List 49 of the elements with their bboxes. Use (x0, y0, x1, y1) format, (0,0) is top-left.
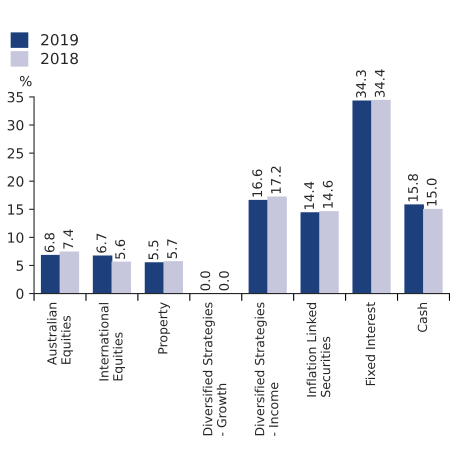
data-label: 34.4 (374, 69, 385, 98)
y-tick-label: 30 (8, 120, 24, 130)
bar (163, 261, 183, 294)
data-label: 15.0 (426, 178, 437, 206)
data-label: 5.6 (115, 240, 126, 259)
x-tick-label: Diversified Strategies - Income (254, 302, 278, 436)
bar (319, 211, 339, 294)
x-tick-label: Diversified Strategies - Growth (202, 302, 226, 436)
data-label: 34.3 (356, 70, 366, 98)
data-label: 6.7 (96, 234, 106, 253)
bar (112, 262, 132, 294)
bar (248, 200, 268, 294)
data-label: 0.0 (200, 271, 210, 290)
bar (267, 196, 287, 294)
x-tick-label: Australian Equities (46, 302, 74, 365)
data-label: 16.6 (252, 170, 262, 197)
data-label: 7.4 (63, 229, 73, 249)
y-tick-label: 0 (16, 288, 24, 300)
data-label: 5.5 (148, 240, 158, 260)
bar (144, 262, 164, 294)
data-label: 0.0 (218, 271, 229, 290)
x-tick-label: International Equities (98, 303, 125, 380)
y-tick-label: 35 (8, 92, 24, 102)
bar (60, 252, 80, 294)
x-tick-label: Fixed Interest (366, 302, 376, 386)
x-tick-label: Property (158, 302, 170, 354)
data-label: 15.8 (408, 174, 418, 202)
y-tick-label: 25 (8, 148, 24, 159)
x-tick-label: Inflation Linked Securities (306, 303, 330, 397)
bar (300, 212, 320, 294)
data-label: 14.6 (322, 180, 333, 208)
y-tick-label: 10 (8, 232, 24, 243)
y-tick-label: 20 (8, 176, 24, 187)
data-label: 6.8 (44, 233, 54, 252)
data-label: 14.4 (304, 182, 314, 209)
bar (371, 100, 391, 294)
bar (352, 100, 372, 294)
y-tick-label: 5 (16, 260, 24, 271)
data-label: 5.7 (167, 239, 178, 258)
bar (40, 254, 60, 294)
y-axis-title: % (20, 76, 32, 86)
bar (423, 208, 443, 294)
bar (92, 255, 112, 294)
y-tick-label: 15 (8, 204, 24, 215)
bar (404, 204, 424, 294)
legend-label: 2018 (41, 52, 78, 64)
x-tick-label: Cash (417, 302, 428, 332)
data-label: 17.2 (270, 166, 281, 194)
legend-label: 2019 (41, 34, 78, 46)
